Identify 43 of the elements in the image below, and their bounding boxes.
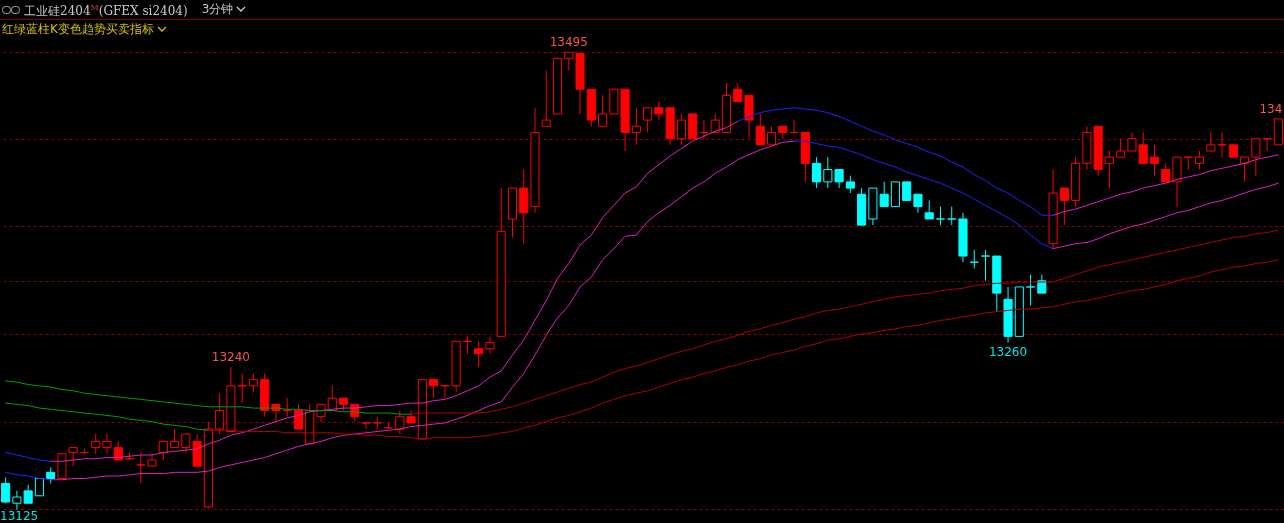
candlestick xyxy=(947,206,957,226)
annotation: 13125 xyxy=(0,509,39,523)
candlestick xyxy=(755,113,765,146)
candlestick xyxy=(541,70,551,127)
candlestick xyxy=(215,392,225,435)
candlestick xyxy=(643,107,653,133)
candlestick xyxy=(902,181,912,201)
candlestick xyxy=(676,113,686,146)
candlestick xyxy=(293,403,304,430)
annotation: 13240 xyxy=(211,350,250,365)
candlestick xyxy=(924,199,934,220)
candlestick xyxy=(102,433,112,455)
candlestick xyxy=(485,335,495,355)
candlestick xyxy=(564,51,574,72)
candlestick xyxy=(766,125,777,146)
candlestick xyxy=(68,447,78,467)
candlestick xyxy=(136,452,146,484)
candlestick xyxy=(158,440,168,461)
chart-title: 工业硅2404$^{M}$(GFEX si2404) xyxy=(24,2,188,20)
candlestick xyxy=(248,372,258,393)
annotation: 红绿蓝柱K变色趋势买卖指标 xyxy=(2,21,154,37)
candlestick xyxy=(710,113,720,133)
candlestick xyxy=(429,379,439,399)
candlestick xyxy=(1,476,11,504)
candlestick xyxy=(598,94,608,127)
candlestick xyxy=(91,433,101,455)
candlestick xyxy=(474,340,484,368)
candlestick xyxy=(812,156,822,189)
candlestick xyxy=(980,249,991,282)
annotation: 13260 xyxy=(988,344,1028,359)
candlestick xyxy=(1127,131,1137,152)
candlestick xyxy=(1116,138,1126,158)
candlestick xyxy=(1206,131,1216,152)
candlestick xyxy=(170,428,180,449)
chart-subtitle: 3分钟 xyxy=(201,1,234,18)
candlestick xyxy=(733,82,743,103)
candlestick xyxy=(935,206,946,226)
candlestick xyxy=(913,193,923,214)
annotation: 134 xyxy=(1259,101,1283,116)
candlestick xyxy=(1026,274,1036,306)
candlestick xyxy=(361,422,371,430)
annotation: 13495 xyxy=(549,35,588,50)
candlestick xyxy=(631,107,641,146)
